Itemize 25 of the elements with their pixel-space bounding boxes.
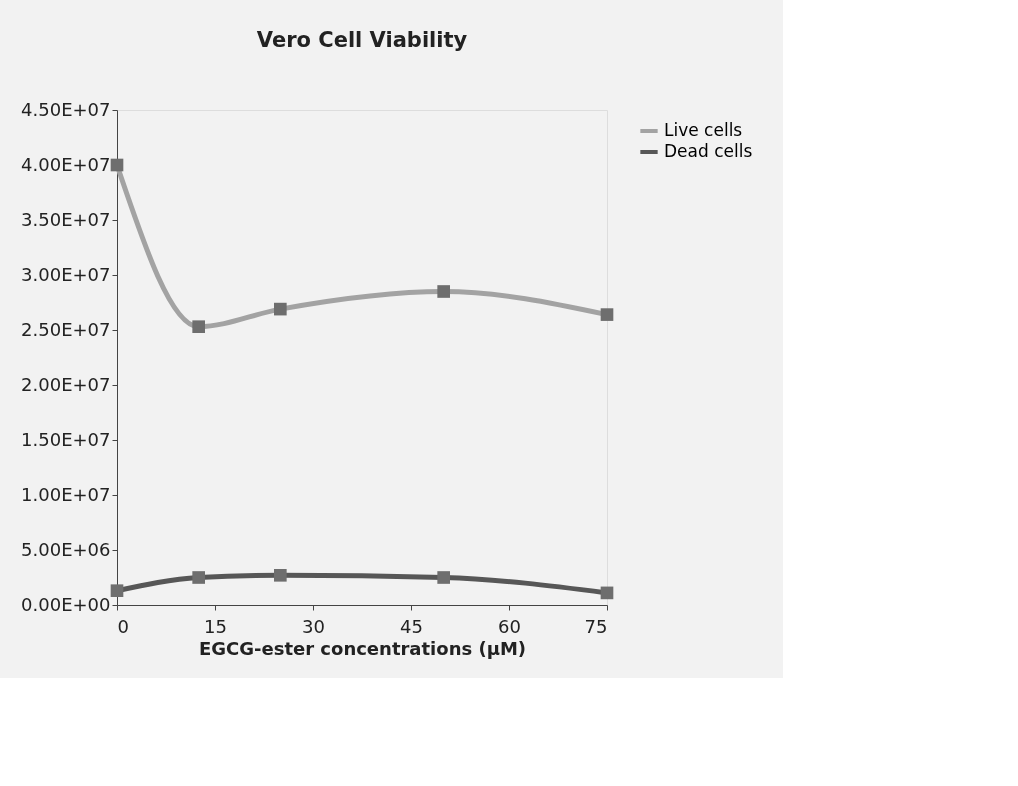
point bbox=[437, 571, 450, 584]
point bbox=[600, 586, 614, 600]
y-tick-label: 4.00E+07 bbox=[21, 153, 111, 175]
y-tick-label: 3.50E+07 bbox=[21, 208, 111, 230]
y-tick-label: 2.50E+07 bbox=[21, 318, 111, 340]
x-tick-label: 75 bbox=[584, 615, 608, 637]
y-tick-label: 0.00E+00 bbox=[21, 593, 111, 615]
x-tick-label: 0 bbox=[117, 615, 129, 637]
y-tick-label: 3.00E+07 bbox=[21, 263, 111, 285]
x-axis-title: EGCG-ester concentrations (µM) bbox=[198, 637, 527, 659]
x-tick-label: 15 bbox=[204, 615, 227, 637]
point bbox=[110, 584, 124, 598]
x-tick-label: 45 bbox=[400, 615, 423, 637]
y-tick-label: 4.50E+07 bbox=[21, 98, 111, 120]
y-tick-label: 5.00E+06 bbox=[21, 538, 111, 560]
legend-label: Live cells bbox=[664, 120, 743, 140]
legend-label: Dead cells bbox=[664, 141, 753, 161]
x-tick-label: 30 bbox=[302, 615, 325, 637]
y-tick-label: 2.00E+07 bbox=[21, 373, 111, 395]
x-tick-label: 60 bbox=[498, 615, 521, 637]
point bbox=[192, 571, 205, 584]
y-tick-label: 1.00E+07 bbox=[21, 483, 111, 505]
chart-title: Vero Cell Viability bbox=[256, 28, 468, 52]
point bbox=[274, 568, 287, 582]
y-tick-label: 1.50E+07 bbox=[21, 428, 111, 450]
